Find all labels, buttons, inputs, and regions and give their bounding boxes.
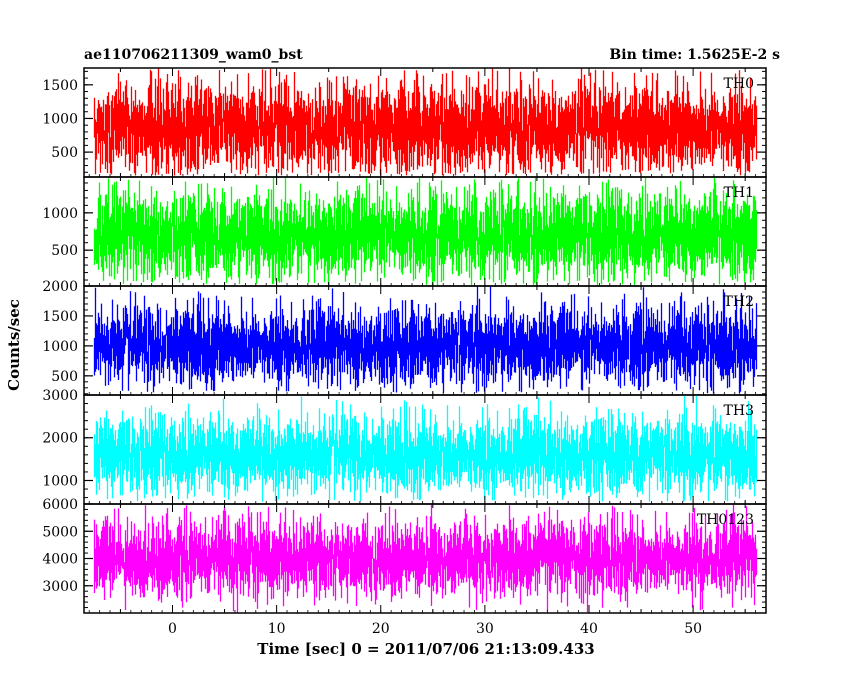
panel-label-th0: TH0 (724, 76, 754, 92)
y-tick-label: 1000 (42, 111, 78, 127)
series-th2 (93, 286, 758, 394)
y-tick-label: 2000 (42, 279, 78, 295)
y-tick-label: 1500 (42, 78, 78, 94)
series-th1 (93, 177, 758, 286)
x-tick-label: 40 (580, 621, 598, 637)
y-tick-label: 1000 (42, 473, 78, 489)
series-th0 (93, 68, 758, 176)
x-tick-label: 30 (476, 621, 494, 637)
y-axis-label: Counts/sec (5, 299, 23, 391)
y-tick-label: 1500 (42, 309, 78, 325)
x-axis-label: Time [sec] 0 = 2011/07/06 21:13:09.433 (257, 640, 594, 658)
x-tick-label: 20 (372, 621, 390, 637)
y-tick-label: 3000 (42, 388, 78, 404)
y-tick-label: 500 (51, 243, 78, 259)
panel-label-th3: TH3 (724, 403, 754, 419)
panel-label-th0123: TH0123 (697, 512, 754, 528)
y-tick-label: 500 (51, 369, 78, 385)
y-tick-label: 4000 (42, 552, 78, 568)
panel-label-th2: TH2 (724, 294, 754, 310)
bin-time-label: Bin time: 1.5625E-2 s (609, 47, 780, 63)
series-th0123 (93, 504, 758, 613)
y-tick-label: 3000 (42, 579, 78, 595)
chart-title: ae110706211309_wam0_bst (84, 47, 303, 63)
y-tick-label: 500 (51, 145, 78, 161)
y-tick-label: 1000 (42, 339, 78, 355)
panel-label-th1: TH1 (724, 185, 754, 201)
y-tick-label: 2000 (42, 431, 78, 447)
x-tick-label: 0 (168, 621, 177, 637)
x-tick-label: 10 (268, 621, 286, 637)
y-tick-label: 1000 (42, 206, 78, 222)
series-th3 (93, 395, 758, 502)
y-tick-label: 5000 (42, 524, 78, 540)
y-tick-label: 6000 (42, 497, 78, 513)
x-tick-label: 50 (684, 621, 702, 637)
